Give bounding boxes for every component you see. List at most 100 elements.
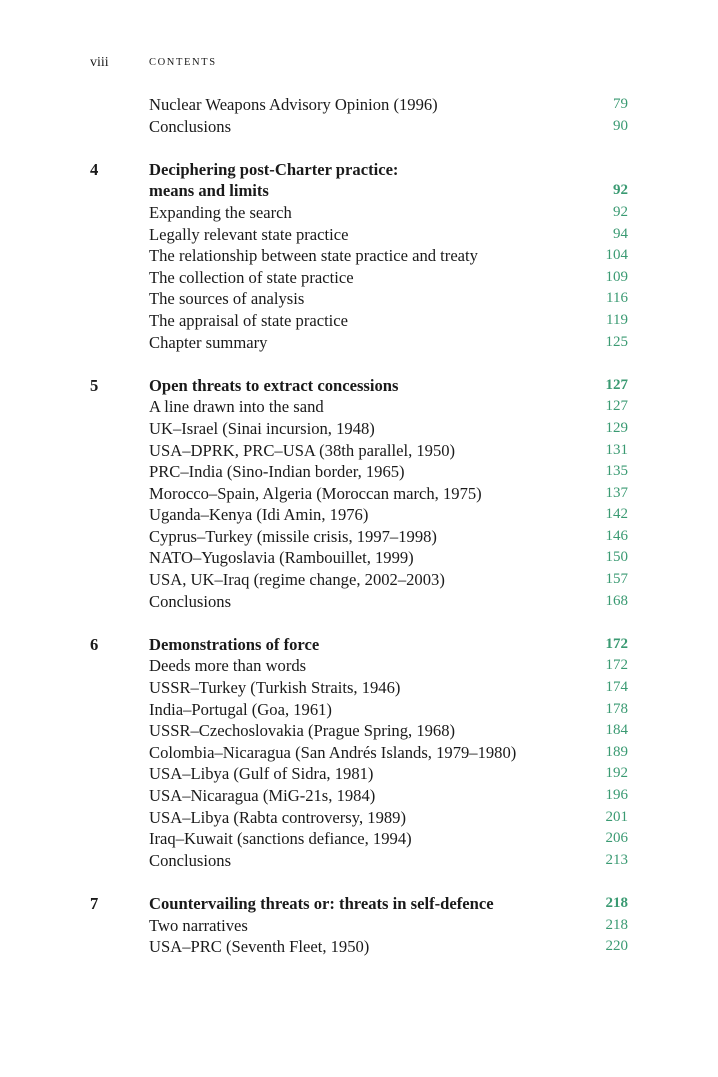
- chapter-heading[interactable]: means and limits 92: [90, 180, 628, 202]
- toc-entry[interactable]: USA–Nicaragua (MiG-21s, 1984) 196: [90, 785, 628, 807]
- entry-page-number[interactable]: 90: [613, 117, 628, 134]
- entry-title[interactable]: The relationship between state practice …: [149, 246, 478, 266]
- entry-title[interactable]: The sources of analysis: [149, 289, 305, 309]
- toc-entry[interactable]: Expanding the search 92: [90, 202, 628, 224]
- entry-title[interactable]: Conclusions: [149, 116, 232, 136]
- entry-title[interactable]: The collection of state practice: [149, 267, 354, 287]
- toc-entry[interactable]: Two narratives 218: [90, 915, 628, 937]
- chapter-heading[interactable]: 4 Deciphering post-Charter practice:: [90, 159, 628, 181]
- toc-entry[interactable]: Colombia–Nicaragua (San Andrés Islands, …: [90, 742, 628, 764]
- entry-page-number[interactable]: 142: [605, 506, 629, 523]
- toc-entry[interactable]: Cyprus–Turkey (missile crisis, 1997–1998…: [90, 526, 628, 548]
- entry-page-number[interactable]: 184: [605, 722, 629, 739]
- entry-page-number[interactable]: 201: [605, 808, 629, 825]
- entry-page-number[interactable]: 109: [605, 268, 629, 285]
- entry-page-number[interactable]: 196: [605, 787, 629, 803]
- entry-title[interactable]: India–Portugal (Goa, 1961): [149, 699, 332, 719]
- entry-page-number[interactable]: 157: [605, 571, 629, 588]
- chapter-heading[interactable]: 6 Demonstrations of force 172: [90, 634, 628, 656]
- chapter-page-number[interactable]: 218: [605, 894, 629, 911]
- entry-page-number[interactable]: 192: [605, 765, 629, 782]
- entry-title[interactable]: UK–Israel (Sinai incursion, 1948): [149, 418, 375, 438]
- chapter-heading[interactable]: 5 Open threats to extract concessions 127: [90, 375, 628, 397]
- chapter-title[interactable]: Countervailing threats or: threats in se…: [149, 893, 494, 913]
- entry-title[interactable]: Expanding the search: [149, 202, 292, 222]
- entry-title[interactable]: Iraq–Kuwait (sanctions defiance, 1994): [149, 829, 412, 849]
- entry-page-number[interactable]: 125: [605, 333, 629, 350]
- entry-title[interactable]: Nuclear Weapons Advisory Opinion (1996): [149, 95, 438, 114]
- chapter-heading[interactable]: 7 Countervailing threats or: threats in s…: [90, 893, 628, 915]
- entry-title[interactable]: Conclusions: [149, 591, 232, 611]
- entry-page-number[interactable]: 94: [613, 225, 628, 242]
- toc-entry[interactable]: Morocco–Spain, Algeria (Moroccan march, …: [90, 483, 628, 505]
- entry-page-number[interactable]: 206: [605, 830, 629, 847]
- toc-entry[interactable]: The appraisal of state practice 119: [90, 310, 628, 332]
- entry-title[interactable]: USA, UK–Iraq (regime change, 2002–2003): [149, 570, 445, 590]
- chapter-page-number[interactable]: 172: [605, 635, 629, 652]
- toc-entry[interactable]: The collection of state practice 109: [90, 267, 628, 289]
- entry-page-number[interactable]: 174: [605, 679, 629, 696]
- toc-entry[interactable]: USA–DPRK, PRC–USA (38th parallel, 1950) 1…: [90, 440, 628, 462]
- entry-page-number[interactable]: 119: [606, 311, 628, 328]
- entry-title[interactable]: USSR–Czechoslovakia (Prague Spring, 1968…: [149, 721, 456, 741]
- chapter-title[interactable]: Open threats to extract concessions: [149, 375, 399, 395]
- entry-title[interactable]: A line drawn into the sand: [149, 397, 324, 417]
- entry-title[interactable]: USA–PRC (Seventh Fleet, 1950): [149, 937, 370, 957]
- toc-entry[interactable]: Conclusions 213: [90, 850, 628, 872]
- toc-entry[interactable]: Legally relevant state practice 94: [90, 224, 628, 246]
- entry-page-number[interactable]: 137: [605, 484, 629, 501]
- toc-entry[interactable]: Nuclear Weapons Advisory Opinion (1996) 7…: [90, 94, 628, 116]
- toc-entry[interactable]: A line drawn into the sand 127: [90, 396, 628, 418]
- entry-title[interactable]: NATO–Yugoslavia (Rambouillet, 1999): [149, 548, 414, 568]
- entry-page-number[interactable]: 189: [605, 743, 629, 760]
- toc-entry[interactable]: USA, UK–Iraq (regime change, 2002–2003) 1…: [90, 569, 628, 591]
- entry-page-number[interactable]: 104: [605, 247, 629, 264]
- toc-entry[interactable]: Iraq–Kuwait (sanctions defiance, 1994) 20…: [90, 828, 628, 850]
- entry-title[interactable]: Deeds more than words: [149, 656, 307, 676]
- entry-page-number[interactable]: 146: [605, 527, 629, 544]
- toc-entry[interactable]: NATO–Yugoslavia (Rambouillet, 1999) 150: [90, 547, 628, 569]
- entry-title[interactable]: Legally relevant state practice: [149, 224, 349, 244]
- chapter-page-number[interactable]: 127: [605, 376, 629, 393]
- chapter-title[interactable]: means and limits: [149, 181, 269, 201]
- entry-title[interactable]: Chapter summary: [149, 332, 268, 352]
- chapter-title[interactable]: Deciphering post-Charter practice:: [149, 159, 399, 179]
- entry-page-number[interactable]: 213: [605, 851, 629, 868]
- entry-title[interactable]: USA–Libya (Rabta controversy, 1989): [149, 807, 406, 827]
- entry-page-number[interactable]: 79: [613, 96, 628, 112]
- toc-entry[interactable]: PRC–India (Sino-Indian border, 1965) 135: [90, 461, 628, 483]
- entry-page-number[interactable]: 172: [605, 657, 629, 674]
- entry-title[interactable]: The appraisal of state practice: [149, 310, 349, 330]
- toc-entry[interactable]: India–Portugal (Goa, 1961) 178: [90, 699, 628, 721]
- toc-entry[interactable]: Conclusions 90: [90, 116, 628, 138]
- entry-title[interactable]: Uganda–Kenya (Idi Amin, 1976): [149, 505, 369, 525]
- entry-page-number[interactable]: 116: [606, 290, 628, 307]
- entry-title[interactable]: Colombia–Nicaragua (San Andrés Islands, …: [149, 742, 517, 762]
- toc-entry[interactable]: USSR–Czechoslovakia (Prague Spring, 1968…: [90, 720, 628, 742]
- entry-page-number[interactable]: 127: [605, 398, 629, 415]
- chapter-title[interactable]: Demonstrations of force: [149, 634, 320, 654]
- entry-page-number[interactable]: 129: [605, 419, 629, 436]
- toc-entry[interactable]: The sources of analysis 116: [90, 288, 628, 310]
- toc-entry[interactable]: The relationship between state practice …: [90, 245, 628, 267]
- toc-entry[interactable]: UK–Israel (Sinai incursion, 1948) 129: [90, 418, 628, 440]
- entry-title[interactable]: Morocco–Spain, Algeria (Moroccan march, …: [149, 483, 482, 503]
- entry-title[interactable]: USA–DPRK, PRC–USA (38th parallel, 1950): [149, 440, 456, 460]
- entry-title[interactable]: Two narratives: [149, 915, 248, 935]
- toc-entry[interactable]: USA–Libya (Rabta controversy, 1989) 201: [90, 807, 628, 829]
- toc-entry[interactable]: Uganda–Kenya (Idi Amin, 1976) 142: [90, 504, 628, 526]
- entry-title[interactable]: USA–Nicaragua (MiG-21s, 1984): [149, 786, 376, 805]
- chapter-page-number[interactable]: 92: [613, 182, 628, 199]
- entry-page-number[interactable]: 135: [605, 463, 629, 480]
- entry-page-number[interactable]: 220: [605, 938, 629, 955]
- toc-entry[interactable]: USA–Libya (Gulf of Sidra, 1981) 192: [90, 763, 628, 785]
- toc-entry[interactable]: USA–PRC (Seventh Fleet, 1950) 220: [90, 936, 628, 958]
- entry-title[interactable]: USA–Libya (Gulf of Sidra, 1981): [149, 764, 374, 784]
- entry-title[interactable]: USSR–Turkey (Turkish Straits, 1946): [149, 678, 401, 698]
- toc-entry[interactable]: USSR–Turkey (Turkish Straits, 1946) 174: [90, 677, 628, 699]
- toc-entry[interactable]: Chapter summary 125: [90, 332, 628, 354]
- toc-entry[interactable]: Conclusions 168: [90, 591, 628, 613]
- entry-page-number[interactable]: 218: [605, 916, 629, 933]
- entry-page-number[interactable]: 131: [605, 441, 629, 458]
- entry-page-number[interactable]: 168: [605, 592, 629, 609]
